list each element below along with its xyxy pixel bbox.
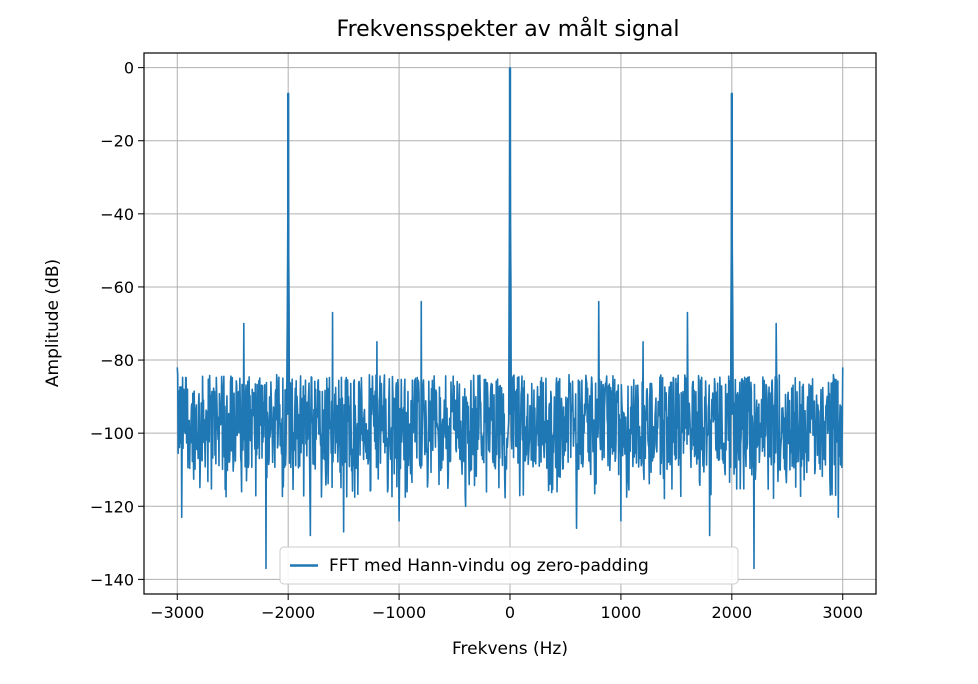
- y-axis: 0 −20 −40 −60 −80 −100 −120 −140: [90, 59, 144, 589]
- legend-box: [279, 546, 739, 585]
- y-axis-label: Amplitude (dB): [43, 259, 63, 387]
- x-tick-label: −1000: [372, 603, 426, 622]
- x-axis-label: Frekvens (Hz): [452, 639, 568, 659]
- y-tick-label: −20: [100, 132, 134, 151]
- x-tick-label: −2000: [261, 603, 315, 622]
- y-tick-label: −40: [100, 205, 134, 224]
- plot-area: [176, 66, 844, 570]
- x-tick-label: −3000: [150, 603, 204, 622]
- y-tick-label: −140: [90, 570, 134, 589]
- x-tick-label: 2000: [711, 603, 752, 622]
- x-tick-label: 1000: [601, 603, 642, 622]
- x-tick-label: 0: [505, 603, 515, 622]
- y-tick-label: 0: [124, 59, 134, 78]
- y-tick-label: −100: [90, 424, 134, 443]
- y-tick-label: −60: [100, 278, 134, 297]
- chart-title: Frekvensspekter av målt signal: [337, 16, 680, 42]
- y-tick-label: −120: [90, 497, 134, 516]
- legend-label: FFT med Hann-vindu og zero-padding: [329, 556, 649, 576]
- legend: FFT med Hann-vindu og zero-padding: [279, 546, 739, 585]
- y-tick-label: −80: [100, 351, 134, 370]
- x-axis: −3000 −2000 −1000 0 1000 2000 3000: [150, 594, 863, 622]
- x-tick-label: 3000: [822, 603, 863, 622]
